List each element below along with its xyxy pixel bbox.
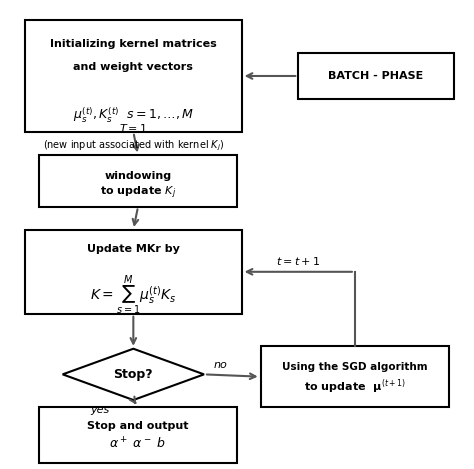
Text: $T = 1$: $T = 1$ (119, 122, 147, 134)
Text: $\alpha^+\ \alpha^-\ b$: $\alpha^+\ \alpha^-\ b$ (109, 437, 167, 452)
Text: (new input associated with kernel $K_j$): (new input associated with kernel $K_j$) (43, 138, 224, 153)
Text: Update MKr by: Update MKr by (87, 244, 180, 254)
Text: to update  $\mathbf{\mu}^{(t+1)}$: to update $\mathbf{\mu}^{(t+1)}$ (304, 378, 406, 396)
FancyBboxPatch shape (39, 407, 237, 463)
FancyBboxPatch shape (39, 155, 237, 206)
Text: yes: yes (91, 405, 110, 415)
Text: $K=\sum_{s=1}^{M}\mu_s^{(t)}K_s$: $K=\sum_{s=1}^{M}\mu_s^{(t)}K_s$ (90, 273, 177, 317)
FancyBboxPatch shape (25, 230, 242, 314)
Text: $t = t+1$: $t = t+1$ (276, 255, 320, 267)
Text: windowing: windowing (104, 171, 172, 181)
Text: $\mu_s^{(t)}, K_s^{(t)}\ \ s=1,\ldots,M$: $\mu_s^{(t)}, K_s^{(t)}\ \ s=1,\ldots,M$ (73, 106, 194, 125)
FancyBboxPatch shape (25, 20, 242, 132)
Polygon shape (63, 349, 204, 400)
Text: BATCH - PHASE: BATCH - PHASE (328, 71, 424, 81)
Text: Stop?: Stop? (113, 368, 153, 381)
FancyBboxPatch shape (298, 53, 454, 99)
Text: Stop and output: Stop and output (87, 421, 189, 431)
Text: no: no (213, 360, 227, 370)
FancyBboxPatch shape (261, 347, 449, 407)
Text: and weight vectors: and weight vectors (73, 62, 193, 72)
Text: Using the SGD algorithm: Using the SGD algorithm (282, 363, 428, 372)
Text: Initializing kernel matrices: Initializing kernel matrices (50, 38, 217, 49)
Text: to update $K_j$: to update $K_j$ (100, 184, 176, 201)
